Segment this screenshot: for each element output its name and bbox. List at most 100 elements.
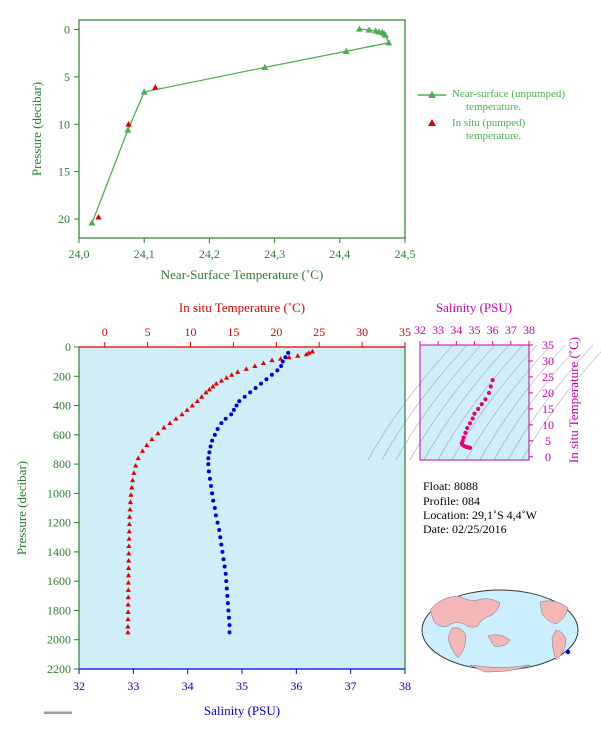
pressure-tick-label: 600	[53, 428, 71, 442]
world-map	[421, 589, 579, 673]
ts-point	[472, 411, 477, 416]
salinity-tick-label: 33	[127, 679, 139, 693]
salinity-point	[207, 476, 212, 481]
salinity-point	[206, 469, 211, 474]
top-x-axis-label: Near-Surface Temperature (˚C)	[161, 267, 323, 282]
in-situ-temperature-point	[144, 442, 150, 448]
salinity-point	[286, 350, 291, 355]
salinity-tick-label: 36	[290, 679, 302, 693]
top-plot-frame	[78, 19, 406, 239]
ts-diagram: 32 33 34 35 36 37 38 0 5 10 15 20 25 30 35 Salinity (…	[367, 300, 601, 464]
in-situ-temperature-point	[127, 506, 133, 512]
date-text: Date: 02/25/2016	[423, 522, 507, 536]
ts-y-tick-label: 10	[542, 418, 554, 432]
in-situ-temperature-point	[303, 351, 309, 357]
salinity-point	[224, 586, 229, 591]
in-situ-temperature-point	[127, 514, 133, 519]
salinity-point	[210, 438, 215, 443]
in-situ-temperature-point	[161, 424, 167, 430]
in-situ-temperature-point	[125, 572, 132, 578]
in-situ-temperature-point	[184, 407, 190, 412]
ts-point	[476, 406, 481, 411]
temperature-tick-label: 30	[356, 325, 368, 339]
ts-point	[465, 425, 470, 431]
profile-top-axis-label: In situ Temperature (˚C)	[179, 300, 305, 315]
top-y-tick-label: 0	[64, 22, 70, 36]
density-contour-line	[451, 344, 538, 461]
salinity-point	[224, 579, 229, 584]
salinity-point	[211, 498, 216, 503]
density-contour-line	[409, 344, 496, 461]
in-situ-temperature-point	[218, 378, 225, 383]
salinity-point	[218, 535, 223, 540]
ts-y-axis-label: In situ Temperature (˚C)	[566, 337, 581, 463]
in-situ-temperature-point	[125, 580, 132, 585]
unpumped-temperature-point	[355, 25, 363, 32]
top-x-tick-label: 24,1	[134, 247, 155, 261]
density-contour-line	[493, 344, 580, 461]
ts-x-tick-label: 34	[450, 323, 462, 337]
salinity-point	[213, 513, 218, 518]
top-y-tick-label: 5	[64, 70, 70, 84]
ts-point	[486, 390, 492, 396]
profile-series-layer	[125, 348, 315, 635]
top-legend: Near-surface (unpumped) temperature. In …	[418, 88, 565, 142]
salinity-point	[212, 432, 217, 437]
map-land-south-america	[551, 629, 567, 661]
in-situ-temperature-point	[126, 528, 132, 534]
ts-y-tick-label: 35	[542, 338, 554, 352]
legend-label-pumped-1: In situ (pumped)	[452, 117, 526, 129]
temperature-tick-label: 5	[145, 325, 151, 339]
in-situ-temperature-point	[131, 470, 137, 475]
ts-x-axis-label: Salinity (PSU)	[436, 300, 512, 315]
salinity-point	[226, 615, 231, 620]
in-situ-temperature-point	[125, 565, 132, 570]
pressure-tick-label: 2000	[47, 633, 71, 647]
salinity-tick-label: 32	[73, 679, 85, 693]
density-contour-line	[479, 344, 566, 461]
pumped-temperature-point	[125, 121, 132, 127]
in-situ-temperature-point	[125, 616, 131, 622]
ts-y-tick-label: 20	[542, 386, 554, 400]
pressure-tick-label: 400	[53, 399, 71, 413]
in-situ-temperature-point	[243, 366, 249, 371]
salinity-axis-ticks: 32 33 34 35 36 37 38	[73, 669, 411, 693]
pumped-temperature-point	[95, 213, 102, 220]
ts-y-tick-label: 15	[542, 402, 554, 416]
pressure-tick-label: 800	[53, 457, 71, 471]
density-contour-line	[507, 344, 594, 461]
salinity-point	[242, 394, 247, 399]
pressure-tick-label: 0	[65, 340, 71, 354]
in-situ-temperature-point	[235, 369, 241, 374]
unpumped-temperature-point	[381, 31, 389, 38]
salinity-point	[215, 426, 220, 431]
in-situ-temperature-point	[125, 602, 131, 607]
ts-point	[463, 430, 468, 435]
map-land-north-america	[539, 600, 569, 625]
salinity-point	[248, 390, 253, 395]
legend-marker-pumped	[428, 119, 436, 126]
in-situ-temperature-point	[167, 420, 173, 426]
in-situ-temperature-point	[130, 477, 136, 483]
legend-marker-unpumped	[428, 91, 436, 98]
in-situ-temperature-point	[126, 550, 132, 556]
in-situ-temperature-point	[139, 448, 146, 453]
salinity-point	[217, 527, 222, 532]
ts-y-tick-label: 25	[542, 370, 554, 384]
top-y-tick-label: 15	[58, 165, 70, 179]
temperature-tick-label: 20	[270, 325, 282, 339]
in-situ-temperature-point	[306, 350, 312, 355]
in-situ-temperature-point	[309, 348, 315, 354]
pressure-tick-label: 200	[53, 369, 71, 383]
pressure-tick-label: 1400	[47, 545, 71, 559]
ts-y-tick-label: 0	[545, 450, 551, 464]
salinity-point	[280, 359, 285, 364]
profile-y-axis-label: Pressure (decibar)	[14, 461, 29, 555]
density-contour-line	[521, 351, 601, 461]
salinity-point	[226, 608, 231, 613]
profile-bottom-axis-label: Salinity (PSU)	[204, 703, 280, 718]
float-info-block: Float: 8088 Profile: 084 Location: 29,1˚…	[423, 479, 538, 536]
salinity-point	[219, 542, 224, 547]
temperature-tick-label: 0	[102, 325, 108, 339]
